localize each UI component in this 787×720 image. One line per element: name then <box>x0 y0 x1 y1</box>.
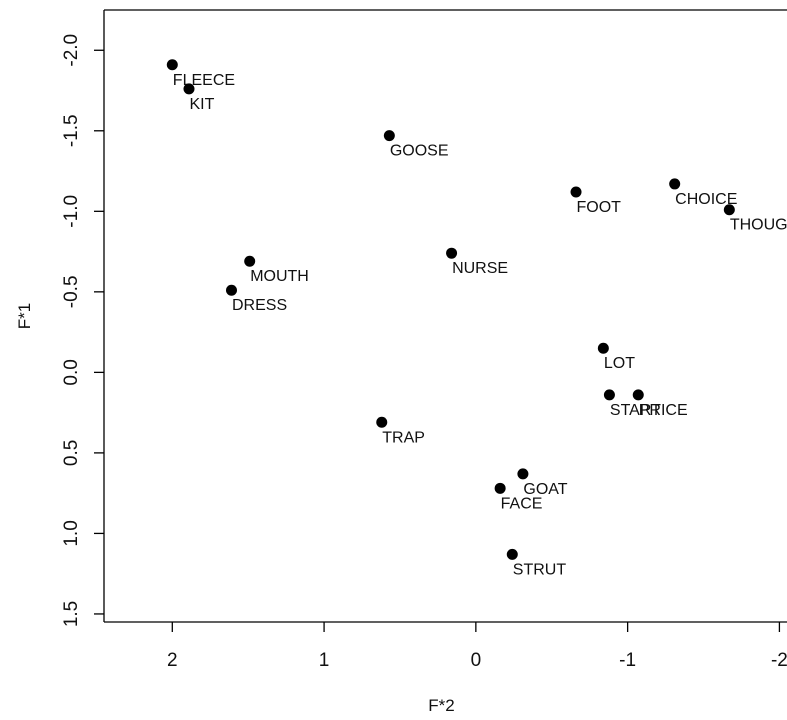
x-axis-title: F*2 <box>428 696 454 715</box>
data-point <box>383 130 395 142</box>
point-label: FACE <box>501 495 543 512</box>
data-point <box>446 247 458 259</box>
y-ticks: -2.0 -1.5 -1.0 -0.5 0.0 0.5 1.0 1.5 <box>61 34 104 627</box>
axes <box>103 9 787 623</box>
point-label: GOOSE <box>390 143 449 160</box>
data-point <box>376 416 388 428</box>
point-label: KIT <box>189 96 214 113</box>
point-label: THOUG <box>730 217 787 234</box>
data-point <box>517 468 529 480</box>
data-point <box>494 482 506 494</box>
point-label: NURSE <box>452 260 508 277</box>
data-point <box>244 255 256 267</box>
y-tick-label: -1.0 <box>61 195 82 228</box>
point-label: STRUT <box>513 561 567 578</box>
point-label: TRAP <box>382 429 425 446</box>
x-tick-label: 2 <box>167 650 178 671</box>
point-label: FOOT <box>577 199 622 216</box>
data-point <box>597 342 609 354</box>
y-tick-label: 0.0 <box>61 359 82 385</box>
point-label: PRICE <box>639 402 688 419</box>
point-label: LOT <box>604 355 635 372</box>
data-point <box>183 83 195 95</box>
y-tick-label: 0.5 <box>61 440 82 466</box>
data-point <box>166 59 178 71</box>
point-label: START <box>610 402 661 419</box>
y-tick-label: -2.0 <box>61 34 82 67</box>
data-point <box>225 284 237 296</box>
point-label: CHOICE <box>675 191 737 208</box>
data-point <box>632 389 644 401</box>
data-point <box>603 389 615 401</box>
point-label: GOAT <box>523 481 567 498</box>
point-label: FLEECE <box>173 72 235 89</box>
x-tick-label: 0 <box>471 650 482 671</box>
x-ticks: 2 1 0 -1 -2 <box>167 622 787 671</box>
y-tick-label: -1.5 <box>61 114 82 147</box>
x-tick-label: -1 <box>619 650 636 671</box>
y-tick-label: 1.0 <box>61 520 82 546</box>
x-tick-label: 1 <box>319 650 330 671</box>
point-label: MOUTH <box>250 268 309 285</box>
y-tick-label: 1.5 <box>61 601 82 627</box>
data-point <box>570 186 582 198</box>
data-point <box>669 178 681 190</box>
data-points: FLEECE KIT GOOSE FOOT CHOICE THOUG MOUTH DRESS N… <box>166 59 787 578</box>
data-point <box>723 204 735 216</box>
y-tick-label: -0.5 <box>61 275 82 308</box>
data-point <box>506 548 518 560</box>
y-axis-title: F*1 <box>15 303 34 329</box>
point-label: DRESS <box>232 297 287 314</box>
x-tick-label: -2 <box>771 650 787 671</box>
